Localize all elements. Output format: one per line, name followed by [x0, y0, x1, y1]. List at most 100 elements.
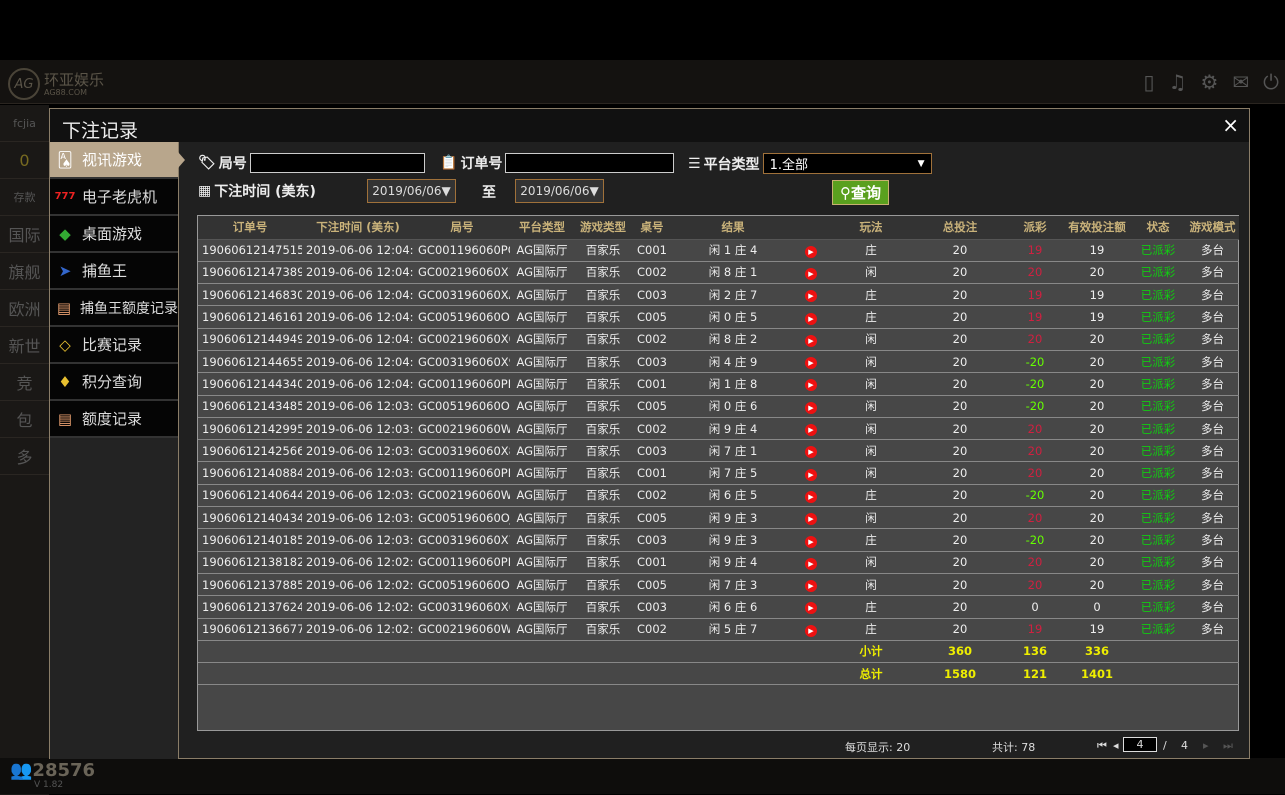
table-cell: 已派彩 [1130, 261, 1186, 285]
play-replay-icon[interactable]: ▶ [805, 446, 817, 459]
table-cell: C005 [632, 573, 672, 597]
play-replay-icon[interactable]: ▶ [805, 424, 817, 437]
sidebar-item-live-games[interactable]: 🂡 视讯游戏 [50, 142, 185, 179]
table-cell: AG国际厅 [510, 484, 574, 508]
table-cell: 190606121449497 [198, 328, 302, 351]
play-replay-icon[interactable]: ▶ [805, 624, 817, 637]
first-page-icon[interactable]: ⏮ [1097, 739, 1107, 752]
bg-menu-item[interactable]: 竞 [0, 364, 49, 401]
sidebar-item-slots[interactable]: 777 电子老虎机 [50, 179, 178, 216]
table-cell: 百家乐 [574, 350, 632, 374]
sidebar-item-matches[interactable]: ◇ 比赛记录 [50, 327, 178, 364]
bg-menu-item[interactable]: 欧洲 [0, 290, 49, 327]
column-header: 平台类型 [510, 216, 574, 240]
table-cell: 百家乐 [574, 305, 632, 329]
play-replay-icon[interactable]: ▶ [805, 513, 817, 526]
table-cell: 20 [914, 439, 1006, 463]
sidebar-item-fishing[interactable]: ➤ 捕鱼王 [50, 253, 178, 290]
close-button[interactable]: × [1222, 113, 1239, 137]
play-replay-icon[interactable]: ▶ [805, 245, 817, 258]
table-cell: 20 [914, 484, 1006, 508]
table-cell: 多台 [1186, 350, 1239, 374]
sidebar-item-table-games[interactable]: ◆ 桌面游戏 [50, 216, 178, 253]
platform-select[interactable]: 1.全部 ▼ [762, 153, 932, 174]
play-replay-icon[interactable]: ▶ [805, 334, 817, 347]
bg-menu-item[interactable]: 包 [0, 401, 49, 438]
play-replay-icon[interactable]: ▶ [805, 468, 817, 481]
bg-menu-item[interactable]: 旗舰 [0, 253, 49, 290]
prev-page-icon[interactable]: ◂ [1113, 739, 1119, 752]
table-cell: 多台 [1186, 595, 1239, 619]
sidebar-item-credit[interactable]: ▤ 额度记录 [50, 401, 178, 438]
table-cell: 百家乐 [574, 506, 632, 530]
play-replay-icon[interactable]: ▶ [805, 557, 817, 570]
table-cell: GC003196060X8 [414, 439, 510, 463]
column-header: 游戏类型 [574, 216, 632, 240]
table-cell: GC001196060PF [414, 372, 510, 396]
table-cell: 19 [1064, 239, 1130, 262]
table-cell: 20 [914, 551, 1006, 574]
username: fcjia [0, 105, 49, 142]
date-from-picker[interactable]: 2019/06/06 ▼ [367, 179, 456, 203]
music-icon[interactable]: ♫ [1168, 70, 1187, 94]
query-button[interactable]: ⚲ 查询 [832, 180, 889, 205]
table-cell: C002 [632, 261, 672, 285]
bg-menu-item[interactable]: 国际 [0, 216, 49, 253]
play-replay-icon[interactable]: ▶ [805, 267, 817, 280]
play-replay-icon[interactable]: ▶ [805, 401, 817, 414]
table-cell: 20 [1006, 573, 1064, 597]
page-input[interactable]: 4 [1123, 737, 1157, 752]
sidebar-item-fishing-credit[interactable]: ▤ 捕鱼王额度记录 [50, 290, 178, 327]
play-replay-icon[interactable]: ▶ [805, 379, 817, 392]
play-replay-icon[interactable]: ▶ [805, 535, 817, 548]
table-cell: 百家乐 [574, 461, 632, 485]
play-replay-icon[interactable]: ▶ [805, 290, 817, 303]
table-cell: 百家乐 [574, 439, 632, 463]
table-cell: 闲 1 庄 4 [672, 239, 794, 262]
play-replay-icon[interactable]: ▶ [805, 490, 817, 503]
order-input[interactable] [505, 153, 675, 173]
table-cell: 多台 [1186, 283, 1239, 307]
bg-menu-item[interactable]: 多 [0, 438, 49, 475]
next-page-icon[interactable]: ▸ [1203, 739, 1209, 752]
table-cell: 20 [1064, 551, 1130, 574]
table-cell: AG国际厅 [510, 461, 574, 485]
chips-icon: ◆ [59, 224, 71, 243]
table-cell: 闲 6 庄 5 [672, 484, 794, 508]
table-cell: 已派彩 [1130, 328, 1186, 351]
play-replay-icon[interactable]: ▶ [805, 357, 817, 370]
play-replay-icon[interactable]: ▶ [805, 312, 817, 325]
chat-icon[interactable]: ✉ [1232, 70, 1250, 94]
power-icon[interactable]: ⏻ [1263, 70, 1279, 94]
bg-menu-item[interactable]: 新世 [0, 327, 49, 364]
table-cell: 19 [1064, 618, 1130, 641]
last-page-icon[interactable]: ⏭ [1223, 739, 1233, 752]
table-cell: 20 [1006, 506, 1064, 530]
gear-icon[interactable]: ⚙ [1200, 70, 1219, 94]
sidebar-item-points[interactable]: ♦ 积分查询 [50, 364, 178, 401]
play-replay-icon[interactable]: ▶ [805, 580, 817, 593]
round-input[interactable] [249, 153, 425, 173]
phone-icon[interactable]: ▯ [1143, 70, 1155, 94]
date-to-picker[interactable]: 2019/06/06 ▼ [515, 179, 604, 203]
deposit-link[interactable]: 存款 [0, 179, 49, 216]
play-replay-icon[interactable]: ▶ [805, 602, 817, 615]
